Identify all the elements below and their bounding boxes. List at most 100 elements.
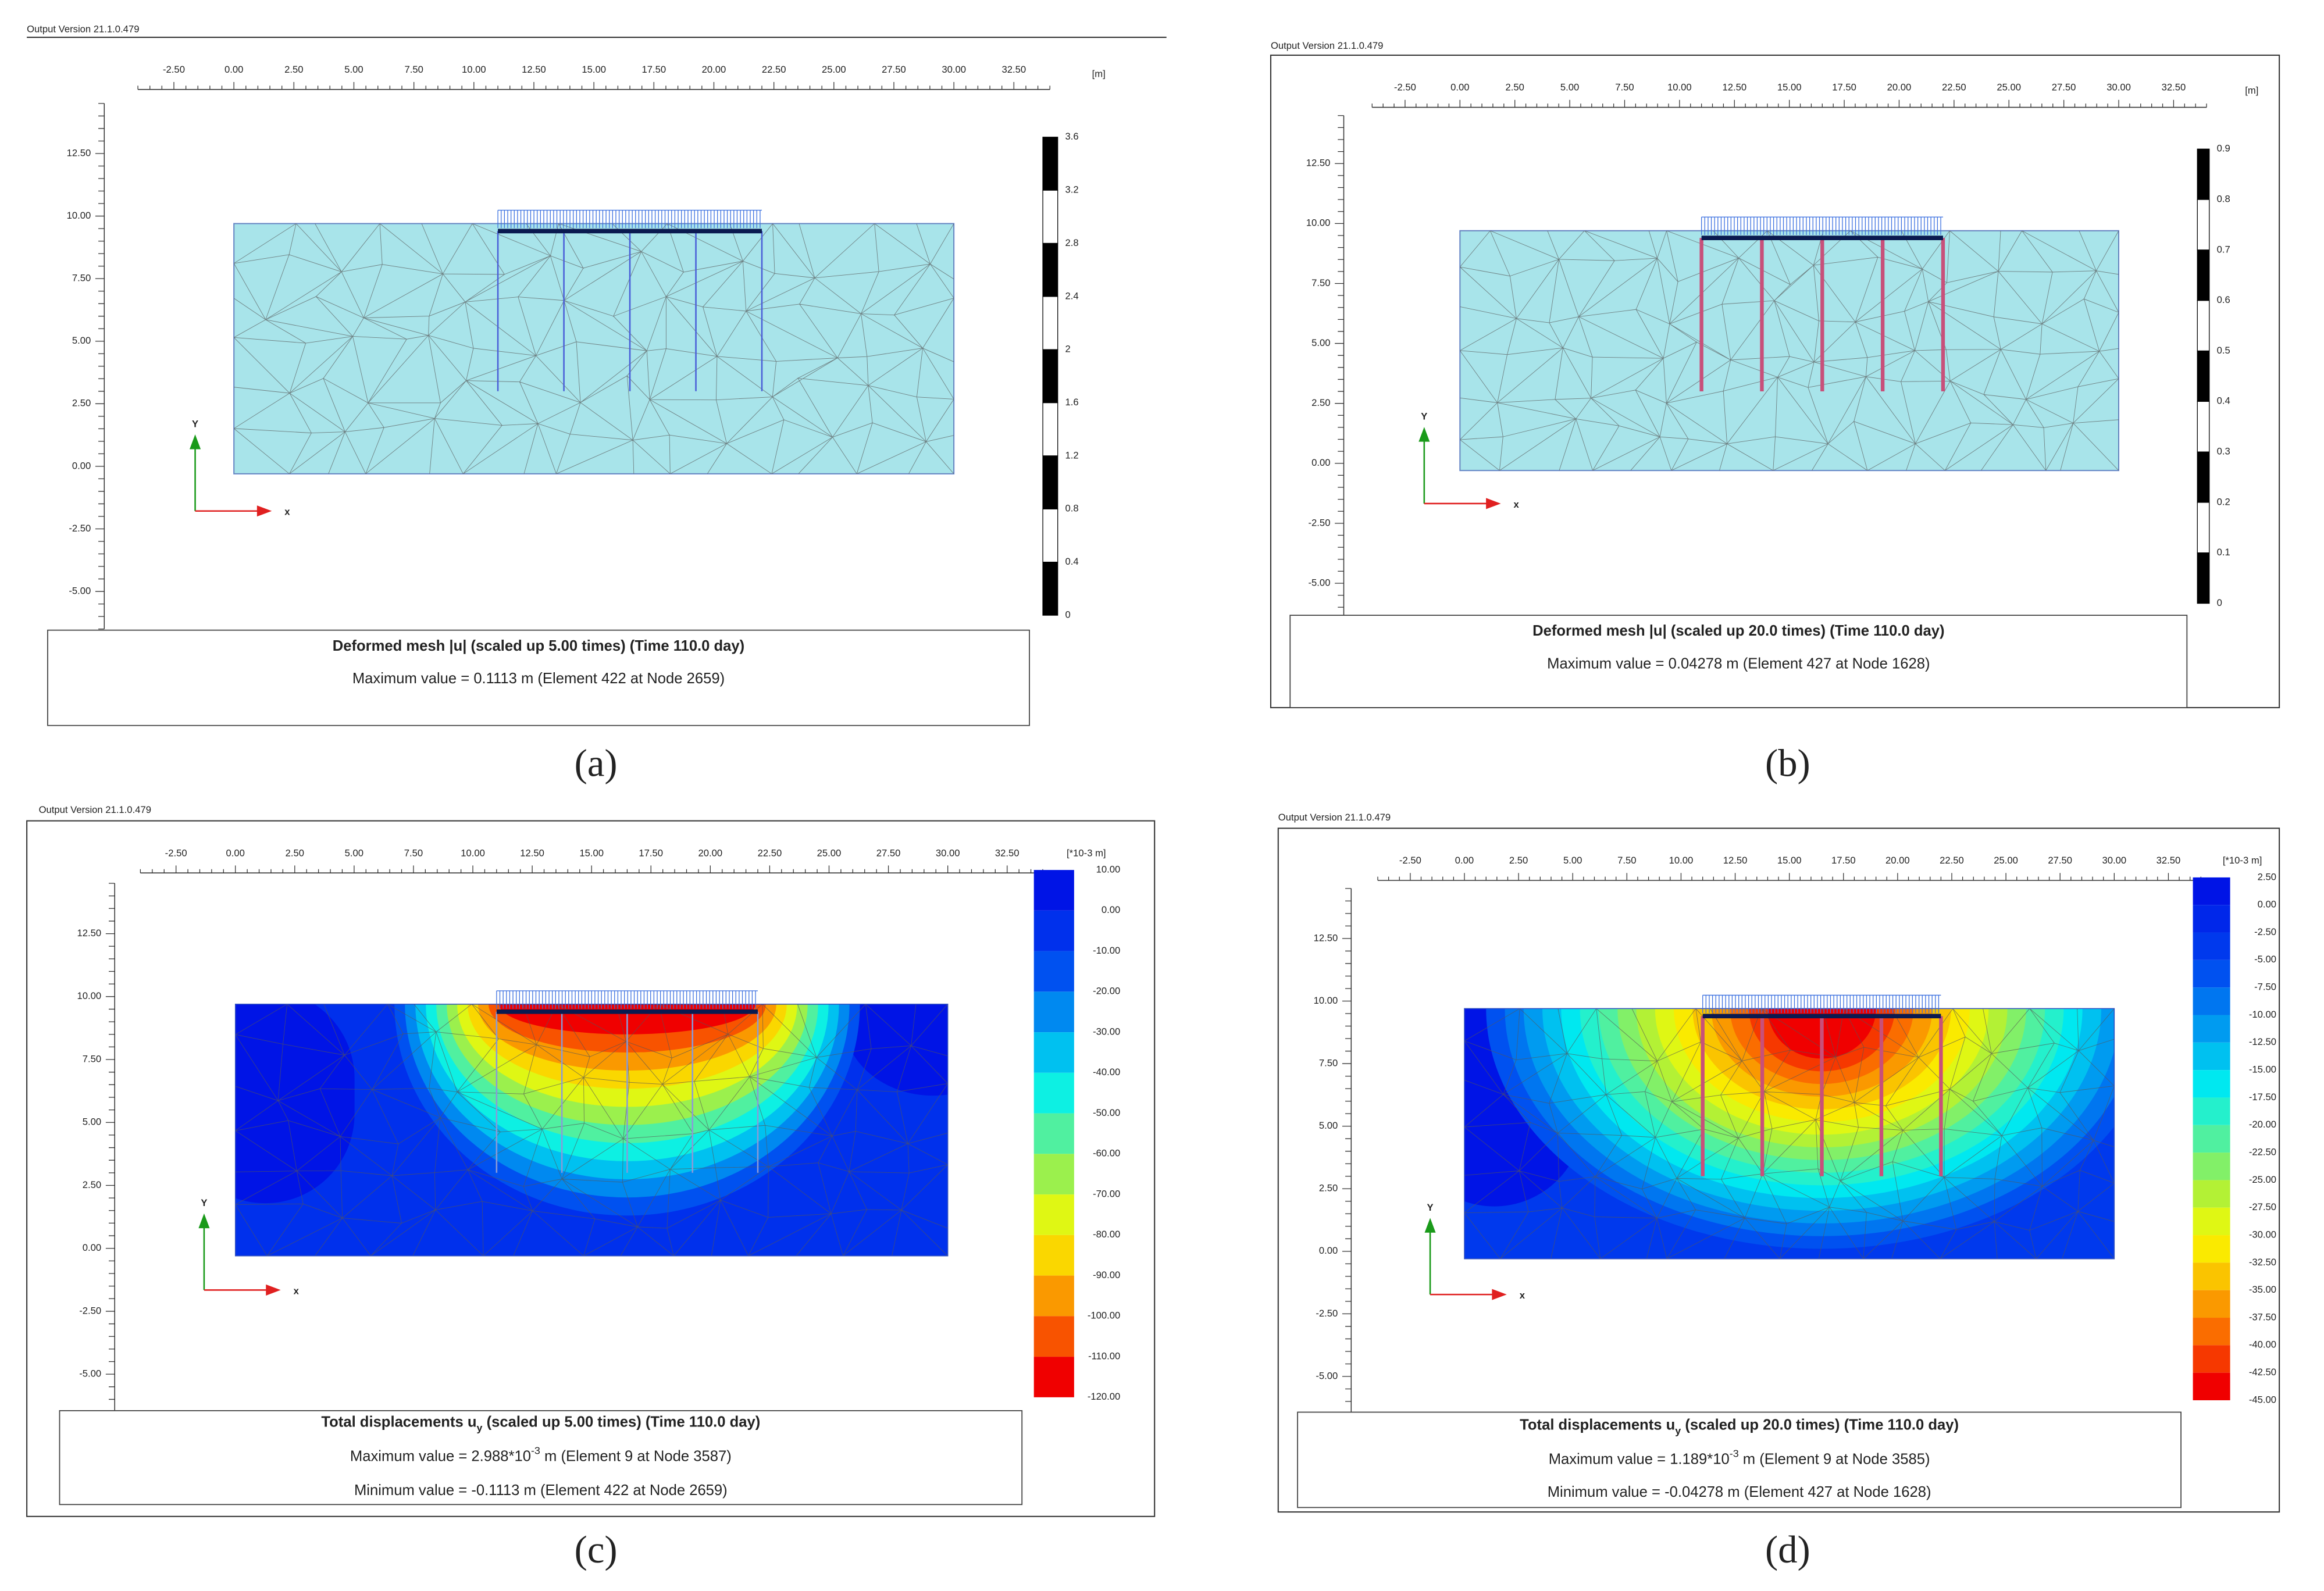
axis-y-arrow — [1424, 1218, 1436, 1295]
legend-label: -17.50 — [2249, 1091, 2276, 1103]
legend-band — [1033, 951, 1074, 992]
legend-band — [1042, 402, 1058, 456]
legend-band — [2193, 1125, 2230, 1153]
legend-band — [1033, 1154, 1074, 1195]
ruler-ticks — [1342, 888, 1352, 1415]
ruler-ticks — [95, 103, 105, 630]
legend-band — [2197, 148, 2210, 200]
legend-band — [1042, 296, 1058, 350]
y-tick-label: 7.50 — [72, 273, 91, 284]
panel: Output Version 21.1.0.479 -2.50 0.00 2.50 5.… — [27, 24, 1167, 785]
panel: Output Version 21.1.0.479 -2.50 0.00 2.50 5.… — [1270, 40, 2280, 785]
legend-band — [2193, 932, 2230, 960]
y-tick-label: 10.00 — [77, 990, 102, 1001]
load — [497, 209, 762, 229]
legend-band — [2193, 1042, 2230, 1071]
caption-part: Maximum value = 2.988*10 — [350, 1448, 531, 1464]
legend-label: -5.00 — [2254, 954, 2276, 965]
x-tick-label: 10.00 — [1669, 855, 1694, 866]
legend-band — [1042, 137, 1058, 191]
legend-label: 0.3 — [2217, 446, 2230, 457]
legend-band — [1033, 1316, 1074, 1357]
legend-band — [2193, 1180, 2230, 1208]
legend-band — [1033, 1275, 1074, 1317]
legend-label: -32.50 — [2249, 1257, 2276, 1268]
caption-part: y — [1675, 1425, 1681, 1436]
x-tick-label: 32.50 — [2157, 855, 2181, 866]
caption-part: Maximum value = 0.04278 m (Element 427 a… — [1547, 655, 1930, 672]
mesh — [1464, 1008, 2115, 1259]
y-tick-label: 0.00 — [1311, 457, 1330, 468]
legend-band — [2197, 401, 2210, 452]
axis-y-label: Y — [201, 1197, 207, 1208]
axis-x-arrow — [195, 505, 272, 517]
ruler-ticks — [105, 883, 115, 1412]
legend-band — [1033, 1032, 1074, 1073]
legend-label: -12.50 — [2249, 1036, 2276, 1047]
caption-box — [47, 629, 1030, 726]
legend-label: 10.00 — [1096, 864, 1121, 875]
y-tick-label: 7.50 — [1311, 277, 1330, 288]
axis-x-label: x — [294, 1285, 300, 1296]
unit: [m] — [2245, 85, 2258, 96]
legend-label: -2.50 — [2254, 926, 2276, 937]
ruler-ticks — [1371, 99, 2207, 108]
legend-band — [1033, 1194, 1074, 1235]
panel-label: (a) — [575, 743, 618, 785]
legend-label: 0 — [1065, 609, 1071, 620]
caption-title: Total displacements uy (scaled up 5.00 t… — [321, 1414, 760, 1433]
legend-label: 0.4 — [1065, 556, 1079, 567]
x-tick-label: 27.50 — [876, 847, 901, 858]
x-tick-label: 0.00 — [226, 847, 245, 858]
y-tick-label: 12.50 — [77, 928, 102, 939]
legend-band — [1033, 1235, 1074, 1276]
legend-band — [1042, 349, 1058, 404]
legend-band — [1042, 455, 1058, 509]
legend-label: -60.00 — [1093, 1148, 1120, 1159]
legend-band — [2193, 1070, 2230, 1098]
legend-label: -100.00 — [1088, 1310, 1120, 1321]
legend-band — [2193, 905, 2230, 933]
legend-label: -20.00 — [2249, 1119, 2276, 1130]
x-tick-label: 25.00 — [817, 847, 842, 858]
legend-label: 2.8 — [1065, 237, 1079, 248]
legend-band — [2193, 1235, 2230, 1263]
x-tick-label: 27.50 — [2052, 82, 2076, 93]
axis-y-arrow — [198, 1213, 210, 1290]
axis-x-label: x — [1520, 1290, 1525, 1301]
legend-label: -90.00 — [1093, 1269, 1120, 1280]
legend-band — [2197, 552, 2210, 604]
legend-label: 0.9 — [2217, 143, 2230, 154]
legend-band — [2193, 1262, 2230, 1290]
x-tick-label: 2.50 — [284, 64, 303, 75]
piles — [1701, 1016, 1943, 1176]
legend-band — [1033, 1357, 1074, 1397]
legend-label: -45.00 — [2249, 1394, 2276, 1405]
caption-title: Deformed mesh |u| (scaled up 5.00 times)… — [333, 638, 744, 654]
x-tick-label: 15.00 — [1777, 82, 1802, 93]
legend-band — [2193, 1372, 2230, 1400]
legend-label: 0 — [2217, 597, 2222, 608]
axis-x-arrow — [204, 1284, 281, 1296]
x-tick-label: 2.50 — [286, 847, 304, 858]
caption-part: m (Element 9 at Node 3585) — [1739, 1451, 1930, 1467]
y-tick-label: 10.00 — [1314, 995, 1338, 1006]
x-tick-label: 27.50 — [882, 64, 906, 75]
y-tick-label: 5.00 — [1319, 1120, 1338, 1131]
piles — [496, 1011, 759, 1173]
x-tick-label: 22.50 — [1942, 82, 1966, 93]
caption-line: Maximum value = 2.988*10-3 m (Element 9 … — [350, 1444, 732, 1464]
legend-band — [2193, 1153, 2230, 1180]
ruler-ticks — [1377, 873, 2201, 881]
contour-corner — [235, 1004, 355, 1204]
legend-band — [1033, 991, 1074, 1033]
legend-band — [1042, 562, 1058, 616]
x-tick-label: 30.00 — [942, 64, 966, 75]
legend-band — [2197, 502, 2210, 554]
caption-part: Maximum value = 0.1113 m (Element 422 at… — [352, 670, 725, 687]
x-tick-label: 7.50 — [404, 64, 423, 75]
caption-line: Maximum value = 0.04278 m (Element 427 a… — [1547, 655, 1930, 672]
y-tick-label: -2.50 — [1316, 1308, 1338, 1319]
legend-band — [2197, 350, 2210, 402]
legend-band — [2197, 451, 2210, 503]
